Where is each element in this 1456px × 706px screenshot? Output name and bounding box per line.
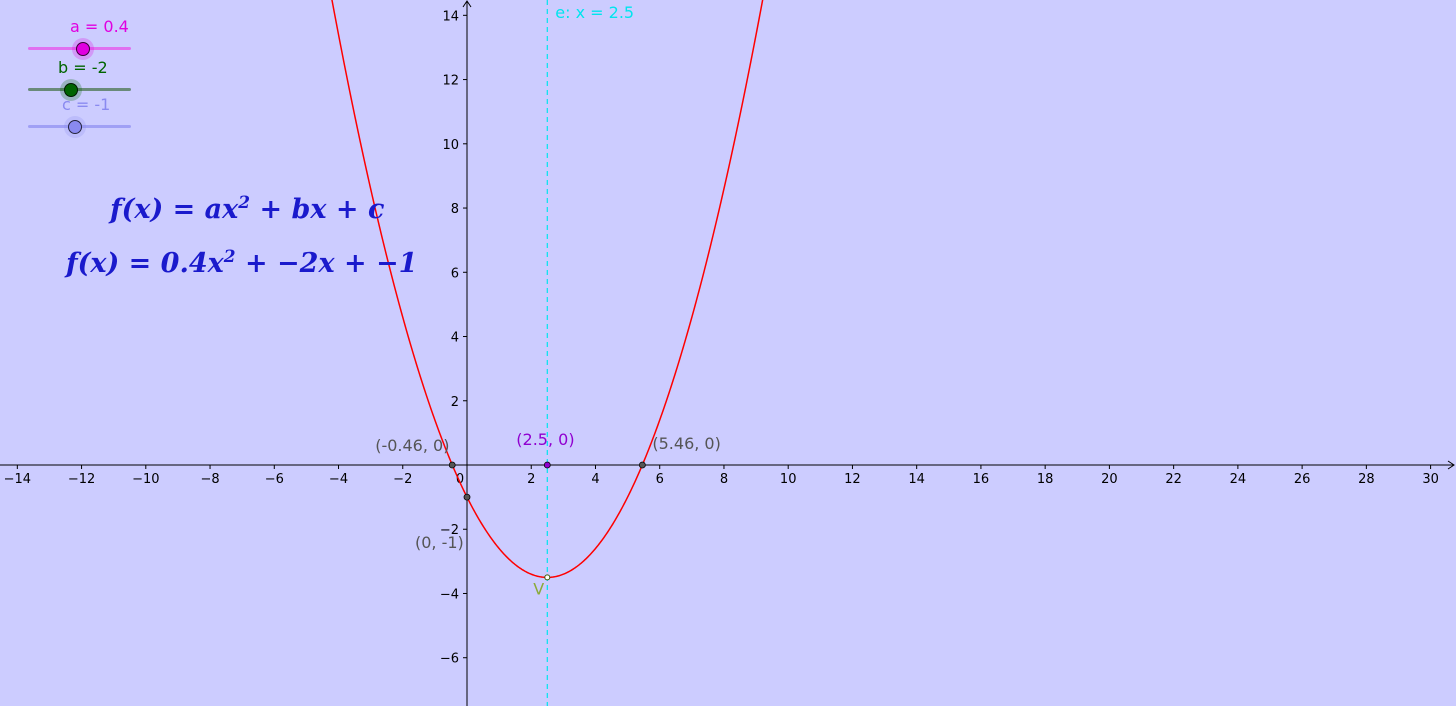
point-label: (-0.46, 0) xyxy=(375,436,449,455)
x-tick-label: −6 xyxy=(265,472,284,487)
slider-c-knob[interactable] xyxy=(64,116,86,138)
general-formula-exponent: 2 xyxy=(238,193,251,213)
y-tick-label: 14 xyxy=(442,9,459,24)
x-tick-label: 12 xyxy=(844,472,861,487)
x-axis-arrow-icon xyxy=(1447,460,1455,470)
slider-b-knob[interactable] xyxy=(60,79,82,101)
general-formula: f(x) = ax2 + bx + c xyxy=(110,193,384,225)
x-tick-label: 6 xyxy=(656,472,664,487)
point-marker[interactable] xyxy=(448,461,456,469)
x-tick-label: 22 xyxy=(1165,472,1182,487)
slider-a-knob[interactable] xyxy=(72,38,94,60)
slider-a-label: a = 0.4 xyxy=(70,17,129,36)
y-axis-arrow-icon xyxy=(462,0,472,8)
x-tick-label: −2 xyxy=(393,472,412,487)
x-tick-label: 28 xyxy=(1358,472,1375,487)
general-formula-rhs: + bx + c xyxy=(250,194,385,225)
x-tick-label: 20 xyxy=(1101,472,1118,487)
x-tick-label: −12 xyxy=(68,472,95,487)
y-tick-label: 4 xyxy=(451,331,459,346)
y-tick-label: 10 xyxy=(442,138,459,153)
point-marker[interactable] xyxy=(463,493,471,501)
y-tick-label: 8 xyxy=(451,202,459,217)
x-tick-label: 24 xyxy=(1230,472,1247,487)
y-tick-label: −6 xyxy=(440,652,459,667)
general-formula-lhs: f(x) = ax xyxy=(110,194,239,225)
specific-formula-rhs: + −2x + −1 xyxy=(235,248,418,279)
x-tick-label: 8 xyxy=(720,472,728,487)
x-tick-label: 16 xyxy=(973,472,990,487)
x-tick-label: 10 xyxy=(780,472,797,487)
x-tick-label: 14 xyxy=(908,472,925,487)
x-tick-label: 2 xyxy=(527,472,535,487)
x-tick-label: 18 xyxy=(1037,472,1054,487)
point-label: (5.46, 0) xyxy=(652,434,720,453)
point-label: (2.5, 0) xyxy=(516,430,574,449)
axis-of-symmetry-label: e: x = 2.5 xyxy=(555,3,634,22)
vertex-marker[interactable] xyxy=(544,574,551,581)
y-tick-label: 2 xyxy=(451,395,459,410)
specific-formula: f(x) = 0.4x2 + −2x + −1 xyxy=(66,247,417,279)
y-tick-label: 6 xyxy=(451,266,459,281)
x-tick-label: 26 xyxy=(1294,472,1311,487)
slider-b-label: b = -2 xyxy=(58,58,108,77)
point-marker[interactable] xyxy=(638,461,646,469)
y-tick-label: −2 xyxy=(440,523,459,538)
specific-formula-exponent: 2 xyxy=(223,247,236,267)
slider-c-label: c = -1 xyxy=(62,95,111,114)
y-tick-label: −4 xyxy=(440,587,459,602)
specific-formula-lhs: f(x) = 0.4x xyxy=(66,248,224,279)
point-label: (0, -1) xyxy=(415,533,464,552)
x-tick-label: 4 xyxy=(591,472,599,487)
x-tick-label: 0 xyxy=(456,472,464,487)
y-tick-label: 12 xyxy=(442,74,459,89)
x-tick-label: −14 xyxy=(4,472,31,487)
vertex-label: V xyxy=(533,579,544,598)
x-tick-label: −4 xyxy=(329,472,348,487)
points: (-0.46, 0) (5.46, 0) (0, -1) (2.5, 0) V xyxy=(375,430,721,598)
x-tick-label: −10 xyxy=(132,472,159,487)
point-marker[interactable] xyxy=(543,461,551,469)
x-tick-label: 30 xyxy=(1422,472,1439,487)
x-tick-label: −8 xyxy=(200,472,219,487)
